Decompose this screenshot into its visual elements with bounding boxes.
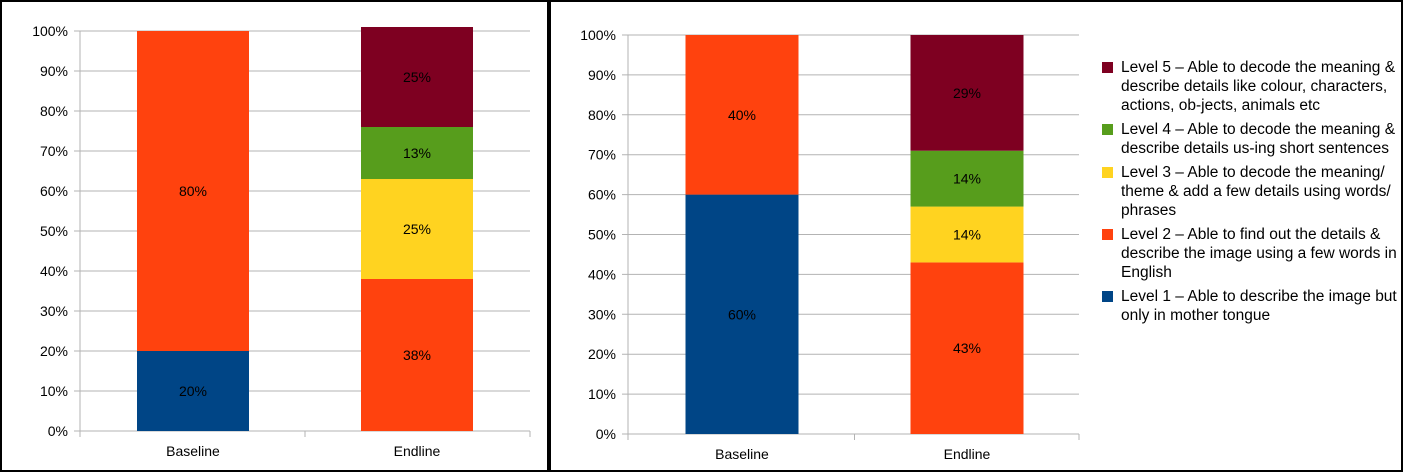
y-tick-label: 80% (588, 107, 616, 123)
legend-swatch (1102, 124, 1113, 135)
data-label: 14% (953, 227, 981, 243)
legend-item-level5: Level 5 – Able to decode the meaning & d… (1101, 58, 1397, 115)
data-label: 13% (403, 145, 431, 161)
legend-swatch (1102, 229, 1113, 240)
data-label: 80% (179, 183, 207, 199)
bar-level4 (910, 150, 1024, 207)
bar-level1 (685, 194, 799, 434)
bar-level1 (137, 351, 249, 431)
legend-swatch (1102, 167, 1113, 178)
legend-swatch (1102, 62, 1113, 73)
bar-level2 (685, 35, 799, 195)
y-tick-label: 30% (588, 306, 616, 322)
data-label: 29% (953, 85, 981, 101)
data-label: 40% (728, 107, 756, 123)
bar-level5 (361, 27, 473, 127)
y-tick-label: 70% (588, 147, 616, 163)
y-tick-label: 0% (596, 426, 616, 442)
y-tick-label: 100% (580, 27, 616, 43)
y-tick-label: 20% (40, 343, 68, 359)
legend-item-level4: Level 4 – Able to decode the meaning & d… (1101, 120, 1397, 158)
y-tick-label: 10% (40, 383, 68, 399)
data-label: 43% (953, 340, 981, 356)
y-tick-label: 0% (48, 423, 68, 439)
y-tick-label: 50% (588, 227, 616, 243)
y-tick-label: 20% (588, 346, 616, 362)
data-label: 60% (728, 306, 756, 322)
legend-swatch (1102, 291, 1113, 302)
x-category-label: Baseline (715, 446, 769, 462)
y-tick-label: 60% (588, 187, 616, 203)
x-category-label: Baseline (166, 443, 220, 459)
x-category-label: Endline (394, 443, 441, 459)
legend-label: Level 2 – Able to find out the details &… (1121, 226, 1397, 281)
bar-level3 (361, 179, 473, 279)
bar-level3 (910, 206, 1024, 263)
legend-item-level2: Level 2 – Able to find out the details &… (1101, 225, 1397, 282)
x-category-label: Endline (944, 446, 991, 462)
bar-level2 (137, 31, 249, 351)
legend-label: Level 5 – Able to decode the meaning & d… (1121, 59, 1396, 114)
legend-label: Level 3 – Able to decode the meaning/ th… (1121, 164, 1391, 219)
data-label: 20% (179, 383, 207, 399)
y-tick-label: 40% (588, 266, 616, 282)
y-tick-label: 40% (40, 263, 68, 279)
data-label: 38% (403, 347, 431, 363)
legend-item-level1: Level 1 – Able to describe the image but… (1101, 287, 1397, 325)
y-tick-label: 60% (40, 183, 68, 199)
chart-legend: Level 5 – Able to decode the meaning & d… (1101, 58, 1397, 330)
legend-item-level3: Level 3 – Able to decode the meaning/ th… (1101, 163, 1397, 220)
y-tick-label: 80% (40, 103, 68, 119)
bar-level2 (910, 262, 1024, 434)
legend-label: Level 4 – Able to decode the meaning & d… (1121, 121, 1396, 157)
data-label: 25% (403, 221, 431, 237)
bar-level5 (910, 35, 1024, 151)
legend-label: Level 1 – Able to describe the image but… (1121, 288, 1397, 324)
y-tick-label: 10% (588, 386, 616, 402)
y-tick-label: 100% (32, 23, 68, 39)
y-tick-label: 90% (40, 63, 68, 79)
data-label: 14% (953, 171, 981, 187)
bar-level4 (361, 127, 473, 179)
y-tick-label: 30% (40, 303, 68, 319)
bar-level2 (361, 279, 473, 431)
data-label: 25% (403, 69, 431, 85)
y-tick-label: 50% (40, 223, 68, 239)
y-tick-label: 90% (588, 67, 616, 83)
y-tick-label: 70% (40, 143, 68, 159)
